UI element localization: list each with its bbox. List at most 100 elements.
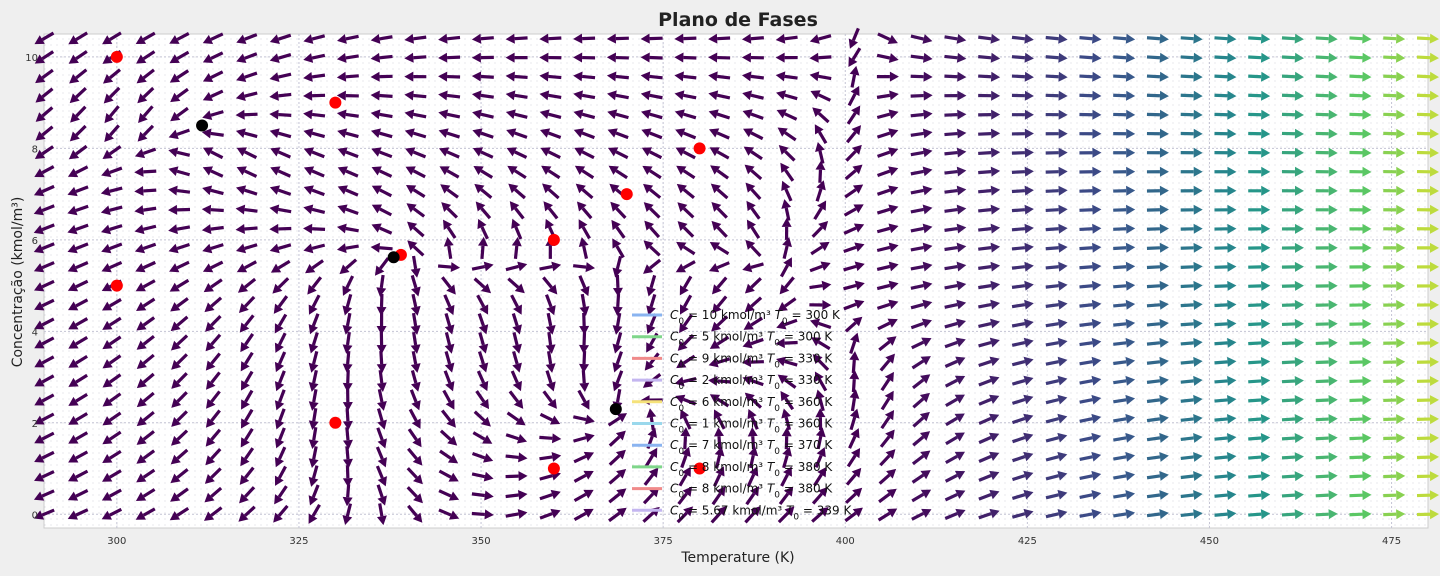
quiver-arrow-head xyxy=(1328,395,1338,406)
quiver-arrow-head xyxy=(1395,33,1406,44)
quiver-arrow-head xyxy=(956,242,967,253)
quiver-arrow-shaft xyxy=(176,169,191,177)
quiver-arrow-shaft xyxy=(1011,246,1026,251)
quiver-arrow-head xyxy=(991,90,1001,101)
quiver-arrow-head xyxy=(168,204,178,215)
quiver-arrow-head xyxy=(376,515,387,526)
quiver-arrow-shaft xyxy=(75,488,89,498)
quiver-arrow-head xyxy=(741,52,751,63)
quiver-arrow-head xyxy=(135,282,146,292)
quiver-arrow-head xyxy=(1294,71,1304,82)
quiver-arrow-head xyxy=(1159,52,1169,63)
quiver-arrow-shaft xyxy=(446,207,459,219)
quiver-arrow-shaft xyxy=(243,295,256,308)
quiver-arrow-shaft xyxy=(176,128,190,136)
quiver-arrow-shaft xyxy=(514,169,527,180)
quiver-arrow-shaft xyxy=(542,390,553,403)
quiver-arrow-head xyxy=(818,221,829,231)
quiver-arrow-shaft xyxy=(75,31,89,41)
quiver-arrow-shaft xyxy=(176,391,188,403)
quiver-arrow-shaft xyxy=(446,226,457,239)
quiver-arrow-shaft xyxy=(581,74,596,80)
quiver-arrow-head xyxy=(1429,395,1439,406)
quiver-arrow-shaft xyxy=(1180,322,1194,327)
quiver-arrow-shaft xyxy=(176,448,189,460)
quiver-arrow-head xyxy=(709,394,721,404)
quiver-arrow-head xyxy=(817,200,827,211)
quiver-arrow-head xyxy=(269,90,279,101)
quiver-arrow-shaft xyxy=(480,245,485,259)
quiver-arrow-head xyxy=(583,451,595,461)
quiver-arrow-head xyxy=(1396,128,1406,139)
quiver-arrow-shaft xyxy=(244,447,255,460)
quiver-arrow-head xyxy=(777,302,788,312)
quiver-arrow-head xyxy=(1193,356,1203,367)
quiver-arrow-head xyxy=(235,128,246,139)
quiver-arrow-head xyxy=(1058,242,1068,253)
quiver-arrow-head xyxy=(1193,52,1203,63)
quiver-arrow-head xyxy=(1227,318,1237,329)
quiver-arrow-head xyxy=(741,357,752,368)
legend-entry: C0 = 1 kmol/m³ T0 = 360 K xyxy=(670,417,833,436)
quiver-arrow-shaft xyxy=(41,223,55,232)
quiver-arrow-shaft xyxy=(441,276,452,289)
quiver-arrow-head xyxy=(1159,185,1169,196)
quiver-arrow-shaft xyxy=(809,264,823,273)
quiver-arrow-head xyxy=(679,285,689,296)
quiver-arrow-head xyxy=(714,427,724,437)
quiver-arrow-head xyxy=(749,486,760,497)
quiver-arrow-shaft xyxy=(1011,512,1026,519)
quiver-arrow-shaft xyxy=(514,36,528,41)
quiver-arrow-shaft xyxy=(1045,360,1059,366)
quiver-arrow-shaft xyxy=(711,492,722,506)
quiver-arrow-head xyxy=(1362,337,1372,348)
quiver-arrow-shaft xyxy=(311,294,321,308)
quiver-arrow-head xyxy=(607,128,618,138)
quiver-arrow-head xyxy=(336,90,346,101)
quiver-arrow-shaft xyxy=(210,467,222,479)
quiver-arrow-shaft xyxy=(1011,74,1026,79)
quiver-arrow-head xyxy=(1125,52,1136,63)
quiver-arrow-head xyxy=(1193,432,1203,443)
quiver-arrow-head xyxy=(201,204,212,215)
quiver-arrow-head xyxy=(1058,147,1068,158)
quiver-arrow-head xyxy=(1092,261,1102,272)
quiver-arrow-head xyxy=(1396,471,1406,482)
quiver-arrow-shaft xyxy=(480,36,494,41)
quiver-arrow-head xyxy=(308,420,319,431)
quiver-arrow-shaft xyxy=(75,450,89,460)
quiver-arrow-head xyxy=(955,489,966,499)
quiver-arrow-shaft xyxy=(109,242,123,251)
quiver-arrow-shaft xyxy=(1349,474,1363,479)
quiver-arrow-head xyxy=(550,508,561,519)
quiver-arrow-head xyxy=(303,223,313,234)
quiver-arrow-shaft xyxy=(142,242,157,251)
quiver-arrow-head xyxy=(1362,395,1372,406)
quiver-arrow-head xyxy=(1091,337,1102,348)
quiver-arrow-head xyxy=(711,321,722,332)
quiver-arrow-shaft xyxy=(1113,474,1127,480)
quiver-arrow-head xyxy=(1159,318,1169,329)
quiver-arrow-shaft xyxy=(911,511,925,521)
quiver-arrow-head xyxy=(920,356,931,366)
quiver-arrow-shaft xyxy=(1146,55,1161,60)
quiver-arrow-shaft xyxy=(944,226,958,232)
quiver-arrow-head xyxy=(273,303,284,314)
quiver-arrow-shaft xyxy=(1113,417,1127,423)
quiver-arrow-shaft xyxy=(440,409,452,422)
quiver-arrow-head xyxy=(412,512,423,523)
quiver-arrow-head xyxy=(1261,166,1271,177)
quiver-arrow-shaft xyxy=(944,302,958,309)
quiver-arrow-head xyxy=(202,53,214,63)
quiver-arrow-shaft xyxy=(1045,265,1059,270)
quiver-arrow-head xyxy=(377,457,387,468)
quiver-arrow-head xyxy=(448,491,460,501)
quiver-arrow-head xyxy=(1058,299,1068,310)
quiver-arrow-head xyxy=(818,506,829,517)
quiver-arrow-shaft xyxy=(818,55,832,60)
y-tick-label: 8 xyxy=(32,144,38,155)
quiver-arrow-head xyxy=(513,398,524,409)
quiver-arrow-head xyxy=(169,263,180,273)
quiver-arrow-head xyxy=(240,361,250,372)
quiver-arrow-shaft xyxy=(176,410,188,422)
